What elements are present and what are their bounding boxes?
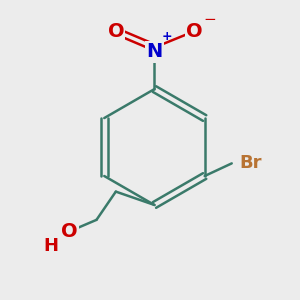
Text: Br: Br — [239, 154, 262, 172]
Text: H: H — [44, 237, 59, 255]
Text: +: + — [162, 30, 172, 43]
Text: O: O — [61, 222, 78, 241]
Text: O: O — [107, 22, 124, 40]
Text: −: − — [203, 12, 216, 27]
Text: O: O — [186, 22, 203, 40]
Text: N: N — [146, 42, 163, 62]
